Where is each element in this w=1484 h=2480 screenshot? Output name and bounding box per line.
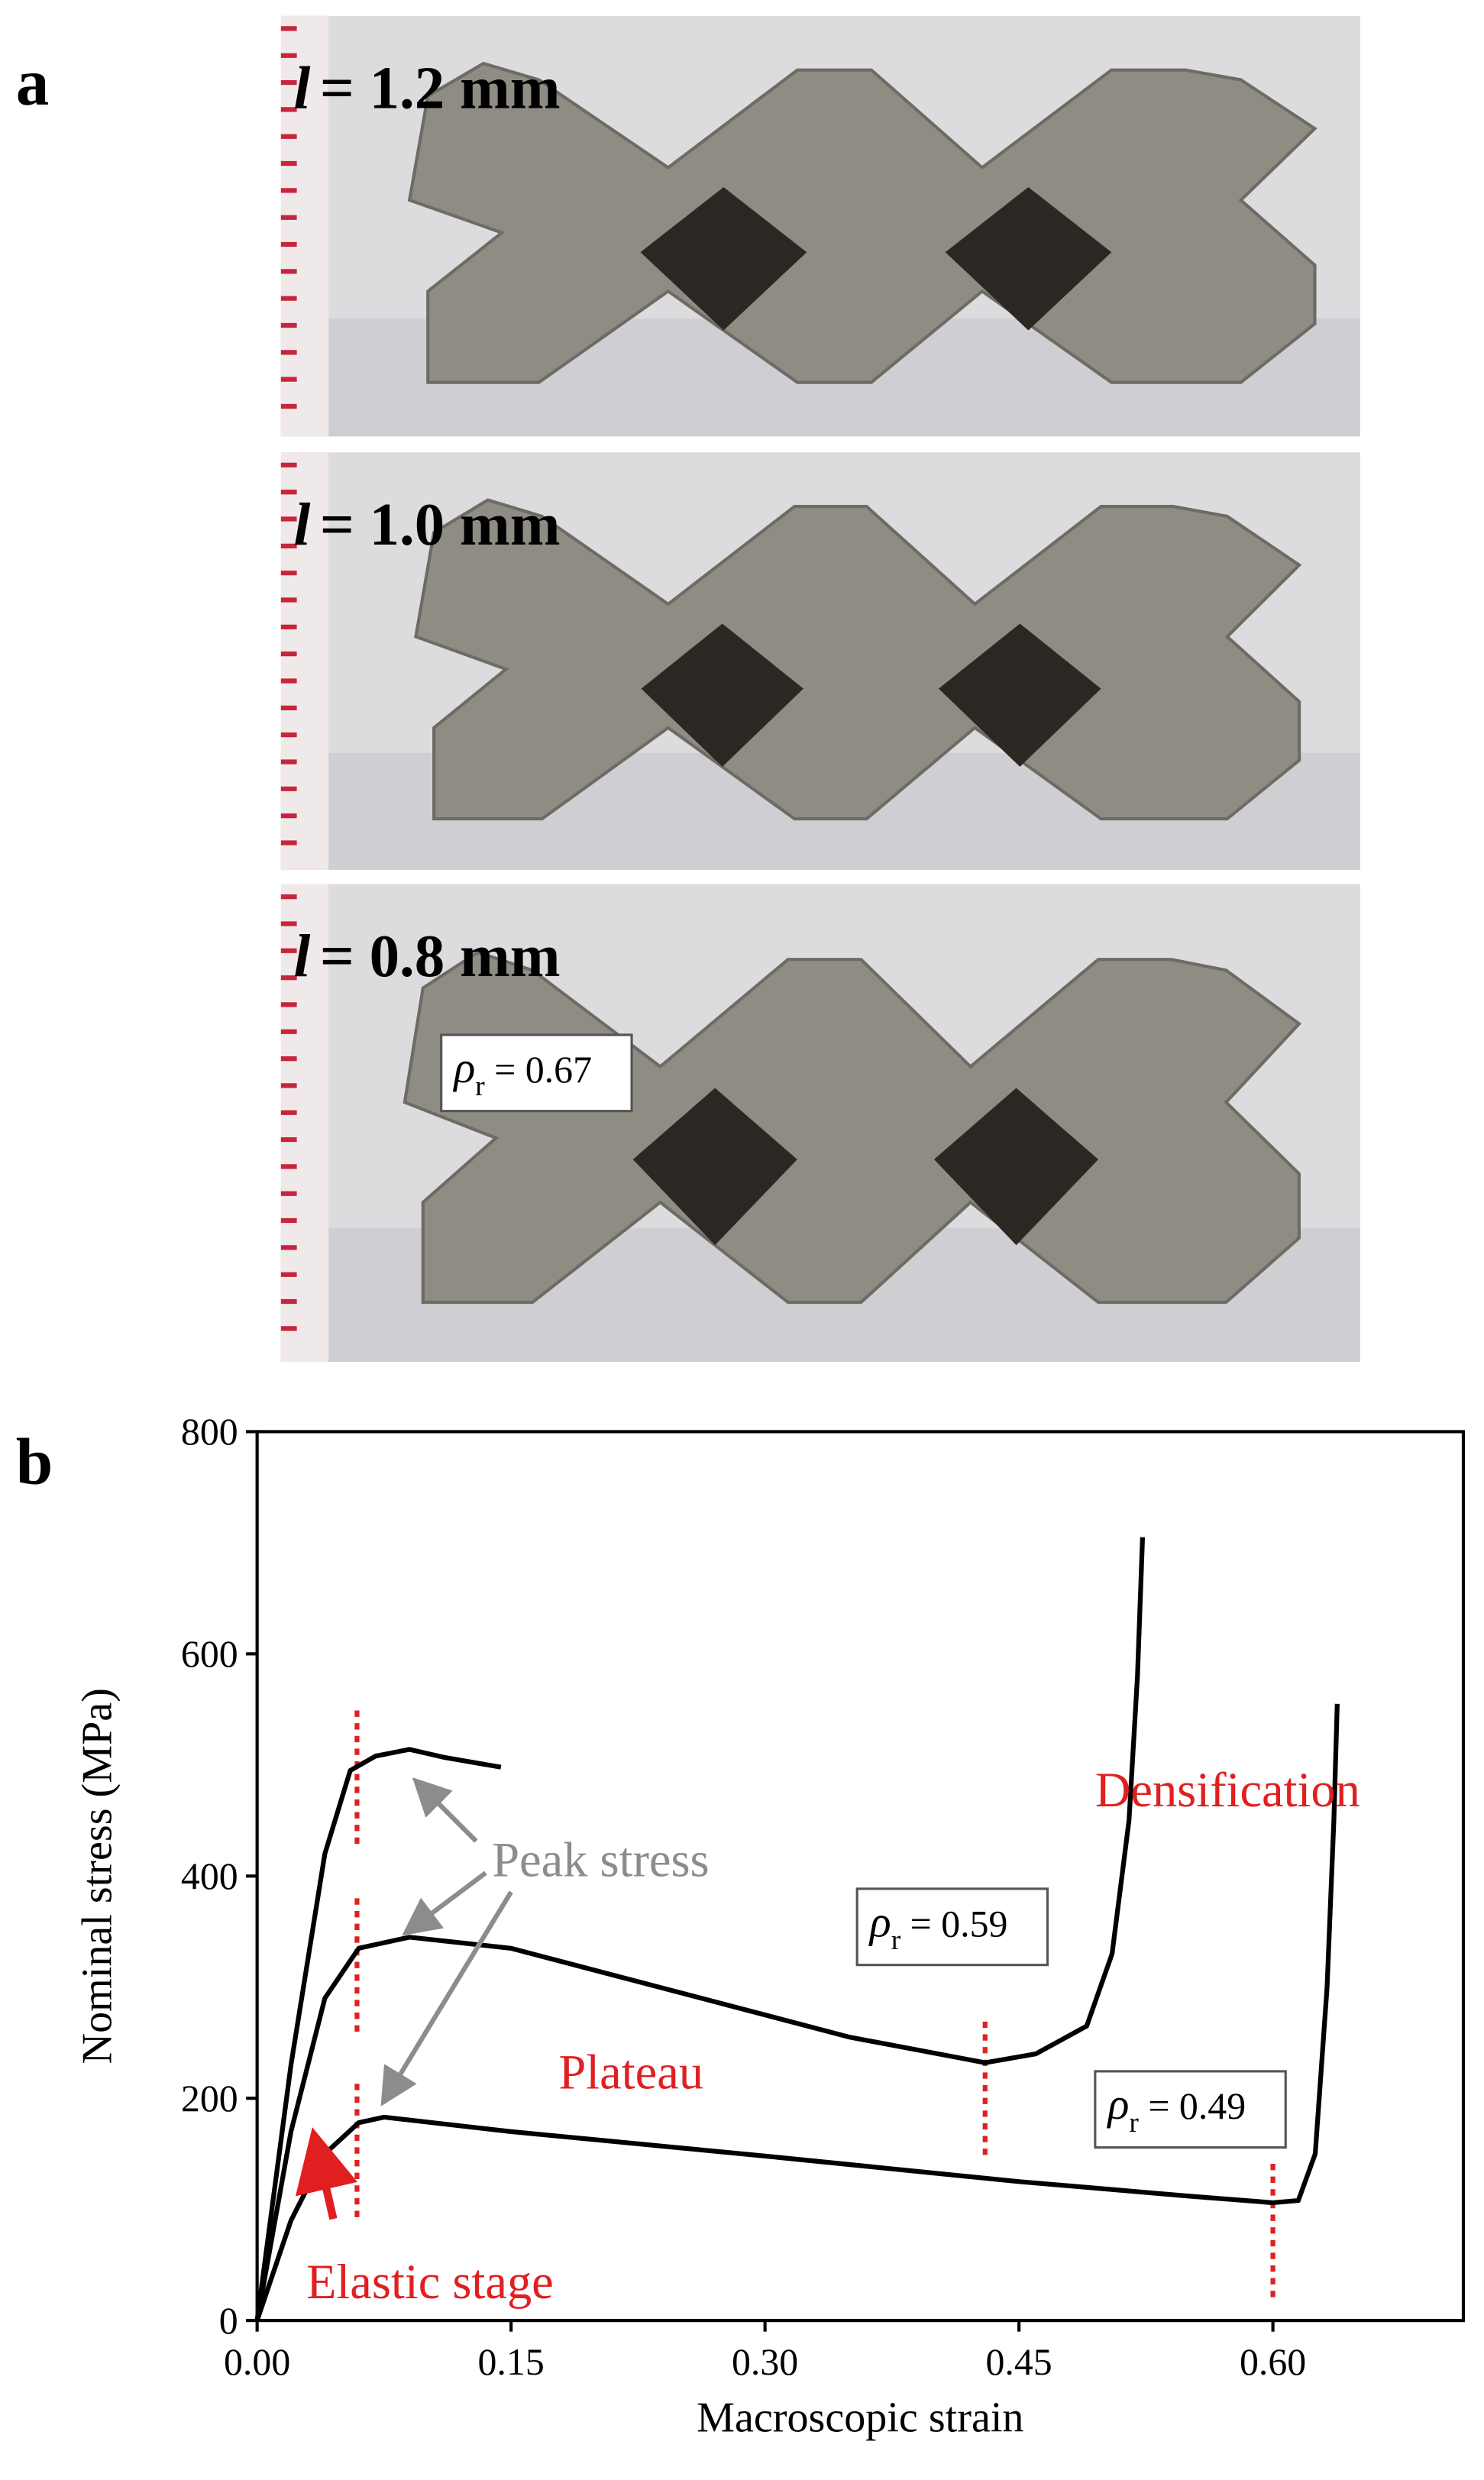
y-tick-label: 600 — [181, 1633, 238, 1675]
lattice-hole — [945, 187, 1112, 331]
x-tick-label: 0.15 — [478, 2341, 545, 2383]
series-label: ρr = 0.59 — [868, 1896, 1008, 1956]
x-tick-label: 0.60 — [1240, 2341, 1306, 2383]
specimen-label: l = 1.0 mm — [293, 492, 560, 558]
y-tick-label: 0 — [219, 2300, 238, 2342]
variable-symbol: l — [293, 492, 310, 558]
specimen-label: l = 0.8 mm — [293, 923, 560, 990]
series-label-box — [1094, 2070, 1287, 2149]
specimen-value: = 1.2 mm — [320, 55, 561, 121]
series-label: ρr = 0.49 — [1106, 2079, 1246, 2139]
ruler — [280, 15, 329, 437]
specimen-value: = 0.8 mm — [320, 923, 561, 990]
label-symbol: ρ — [868, 1896, 891, 1946]
label-symbol: ρ — [1106, 2079, 1129, 2129]
annotation-arrow — [412, 1777, 478, 1843]
series-label: ρr = 0.67 — [452, 1043, 592, 1102]
ruler — [280, 884, 329, 1362]
label-value: = 0.59 — [910, 1903, 1008, 1945]
annotation-arrow — [402, 1871, 487, 1936]
label-value: = 0.67 — [494, 1049, 592, 1091]
lattice-hole — [632, 1088, 797, 1246]
label-subscript: r — [475, 1071, 485, 1102]
x-tick-label: 0.45 — [985, 2341, 1052, 2383]
plot-frame — [255, 1430, 1466, 2323]
label-symbol: ρ — [452, 1043, 475, 1092]
variable-symbol: l — [293, 923, 310, 990]
lattice-hole — [933, 1088, 1099, 1246]
lattice-specimen — [414, 498, 1302, 821]
photo: l = 0.8 mm — [280, 884, 1360, 1362]
annotation: Plateau — [558, 2045, 703, 2100]
data-line — [254, 1747, 502, 2321]
series-label-box — [855, 1887, 1049, 1967]
panel-label: b — [16, 1424, 53, 1499]
lattice-hole — [641, 623, 803, 767]
series-label-box — [440, 1033, 633, 1113]
photo: l = 1.2 mm — [280, 15, 1360, 437]
annotation: Elastic stage — [306, 2255, 554, 2309]
ruler — [280, 452, 329, 870]
lattice-specimen — [407, 61, 1317, 384]
label-subscript: r — [1129, 2107, 1139, 2139]
annotation-arrow — [295, 2127, 357, 2220]
lattice-hole — [938, 623, 1101, 767]
panel-label: a — [16, 45, 50, 119]
y-tick-label: 800 — [181, 1411, 238, 1453]
lattice-specimen — [403, 950, 1302, 1305]
label-subscript: r — [891, 1925, 901, 1956]
x-tick-label: 0.30 — [732, 2341, 798, 2383]
annotation-arrow — [380, 1890, 513, 2107]
specimen-value: = 1.0 mm — [320, 492, 561, 558]
x-tick-label: 0.00 — [224, 2341, 290, 2383]
annotation: Peak stress — [492, 1832, 709, 1887]
y-tick-label: 200 — [181, 2077, 238, 2119]
photo: l = 1.0 mm — [280, 452, 1360, 870]
y-axis-label: Nominal stress (MPa) — [73, 1688, 121, 2064]
variable-symbol: l — [293, 55, 310, 121]
annotation: Densification — [1095, 1763, 1360, 1817]
label-value: = 0.49 — [1148, 2085, 1246, 2127]
lattice-hole — [640, 187, 807, 331]
y-tick-label: 400 — [181, 1855, 238, 1897]
x-axis-label: Macroscopic strain — [697, 2394, 1023, 2442]
specimen-label: l = 1.2 mm — [293, 55, 560, 121]
data-line — [254, 1537, 1146, 2321]
